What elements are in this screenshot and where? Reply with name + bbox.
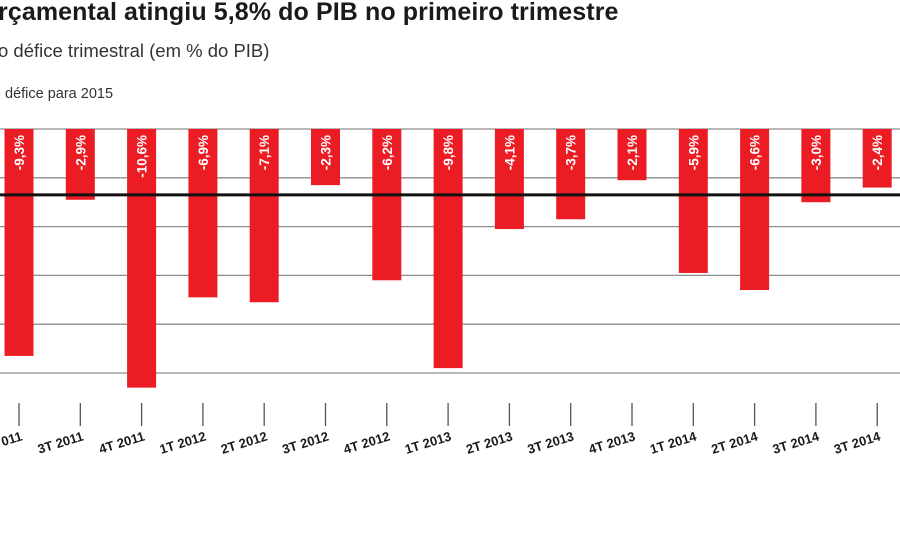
bar <box>65 129 95 200</box>
bar <box>494 129 524 230</box>
bar-value-label: -9,3% <box>12 135 27 170</box>
bar-value-label: -3,7% <box>564 135 579 170</box>
x-tick-label: 1T 2013 <box>403 429 453 457</box>
x-axis-ticks: 011 3T 2011 4T 2011 1T 2012 2T 2012 3T 2012 4T… <box>0 403 883 457</box>
x-tick-label: 4T 2012 <box>342 429 392 457</box>
bar-value-label: -7,1% <box>257 135 272 170</box>
x-tick-label: 1T 2012 <box>158 429 208 457</box>
bar <box>740 129 770 291</box>
x-tick-label: 3T 2014 <box>771 428 822 457</box>
x-tick-label: 2T 2014 <box>709 428 760 457</box>
x-tick-label: 3T 2014 <box>832 428 883 457</box>
bar <box>311 129 340 186</box>
bar <box>4 129 34 356</box>
bar-value-label: -2,9% <box>73 135 88 170</box>
bar-value-label: -6,2% <box>380 135 395 170</box>
bar-value-label: -9,8% <box>441 135 456 170</box>
x-tick-label: 011 <box>0 429 24 449</box>
chart-title: rçamental atingiu 5,8% do PIB no primeir… <box>0 0 619 26</box>
bar <box>678 129 708 273</box>
bar-value-label: -2,1% <box>625 135 640 170</box>
bar-value-label: -5,9% <box>686 135 701 170</box>
bar <box>127 129 157 388</box>
bar-value-label: -4,1% <box>502 135 517 170</box>
x-tick-label: 4T 2011 <box>97 429 146 457</box>
x-tick-label: 2T 2012 <box>219 429 269 457</box>
x-tick-label: 3T 2012 <box>280 429 330 457</box>
bar <box>188 129 218 298</box>
bar-value-label: -6,9% <box>196 135 211 170</box>
x-tick-label: 4T 2013 <box>587 429 637 457</box>
bar-value-label: -3,0% <box>809 135 824 170</box>
x-tick-label: 1T 2014 <box>648 428 699 457</box>
bar <box>617 129 647 181</box>
bar-value-label: -6,6% <box>748 135 763 170</box>
bar <box>862 129 892 188</box>
x-tick-label: 3T 2011 <box>36 429 85 457</box>
bar <box>433 129 463 369</box>
bar <box>556 129 586 220</box>
target-line-note: défice para 2015 <box>5 86 114 102</box>
x-tick-label: 2T 2013 <box>464 429 514 457</box>
chart-subtitle: o défice trimestral (em % do PIB) <box>0 40 270 61</box>
bar <box>372 129 402 281</box>
bar-value-label: -10,6% <box>135 135 150 178</box>
bar-value-label: -2,3% <box>319 135 334 170</box>
bar <box>249 129 279 303</box>
x-tick-label: 3T 2013 <box>526 429 576 457</box>
bar <box>801 129 831 203</box>
bar-value-label: -2,4% <box>870 135 885 170</box>
bars: -9,3% -2,9% -10,6% -6,9% -7,1% -2,3% -6,2% -9,8… <box>4 129 892 388</box>
